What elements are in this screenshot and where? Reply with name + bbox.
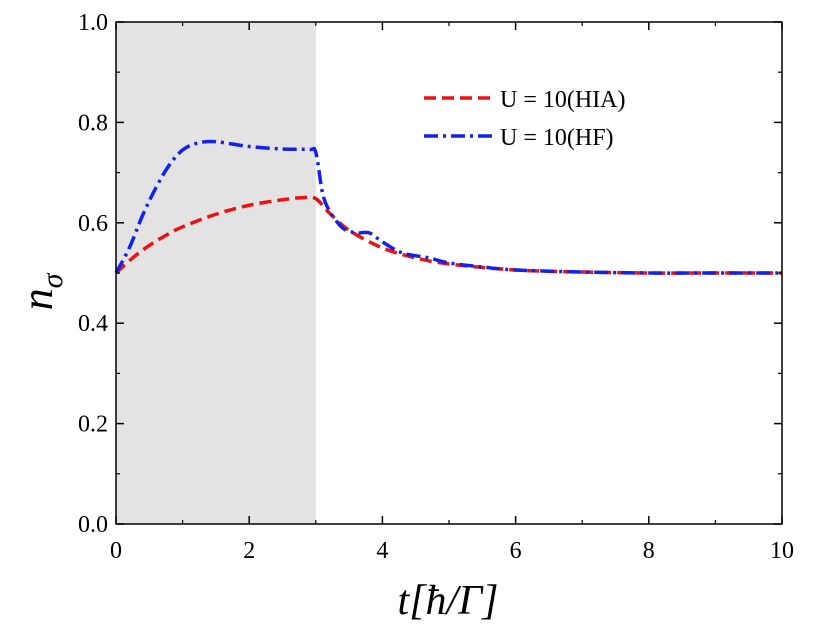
x-axis-label: t[ħ/Γ] — [398, 578, 499, 624]
y-axis-label: nσ — [13, 272, 69, 310]
x-tick-label: 10 — [770, 538, 794, 564]
x-tick-label: 6 — [510, 538, 522, 564]
series-line-1 — [114, 195, 782, 275]
y-tick-label: 0.2 — [78, 412, 108, 438]
y-tick-label: 0.6 — [78, 211, 108, 237]
legend: U = 10(HIA) U = 10(HF) — [424, 87, 626, 151]
series-line-2 — [114, 139, 782, 275]
y-tick-label: 0.4 — [78, 311, 108, 337]
shaded-region — [116, 22, 316, 524]
y-tick-label: 0.0 — [78, 512, 108, 538]
x-tick-label: 8 — [643, 538, 655, 564]
x-tick-label: 0 — [110, 538, 122, 564]
x-tick-label: 4 — [376, 538, 388, 564]
legend-label-2: U = 10(HF) — [500, 125, 614, 151]
y-tick-label: 0.8 — [78, 110, 108, 136]
y-axis-label-sub: σ — [36, 272, 69, 288]
y-axis-label-main: n — [13, 288, 62, 310]
y-tick-label: 1.0 — [78, 10, 108, 36]
legend-label-1: U = 10(HIA) — [500, 87, 626, 113]
x-tick-label: 2 — [243, 538, 255, 564]
